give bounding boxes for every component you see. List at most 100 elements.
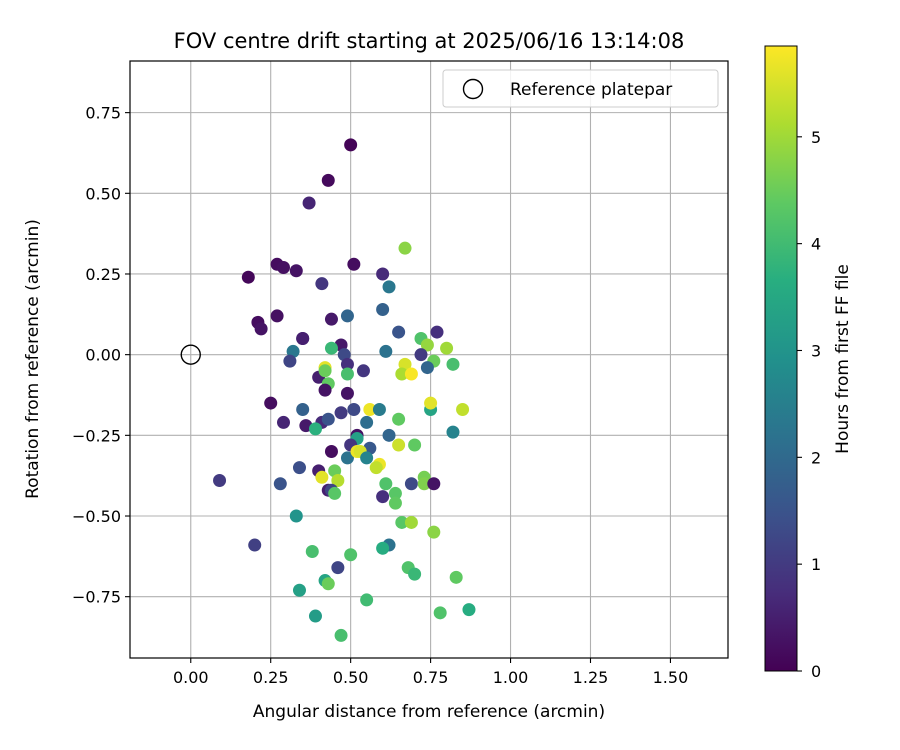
- x-tick-label: 1.00: [493, 668, 529, 687]
- colorbar-label: Hours from first FF file: [833, 264, 853, 454]
- data-point: [379, 477, 393, 491]
- data-point: [308, 609, 322, 623]
- data-point: [404, 515, 418, 529]
- data-point: [433, 606, 447, 620]
- data-point: [376, 490, 390, 504]
- y-tick-label: 0.00: [85, 346, 121, 365]
- data-points: [213, 138, 476, 642]
- data-point: [331, 474, 345, 488]
- data-point: [340, 309, 354, 323]
- data-point: [328, 486, 342, 500]
- data-point: [334, 628, 348, 642]
- x-tick-label: 0.25: [253, 668, 289, 687]
- data-point: [427, 477, 441, 491]
- data-point: [395, 515, 409, 529]
- colorbar-tick-label: 3: [811, 341, 821, 360]
- data-point: [321, 412, 335, 426]
- data-point: [376, 302, 390, 316]
- legend-box: [442, 69, 719, 108]
- data-point: [241, 270, 255, 284]
- plot-frame: [129, 60, 729, 659]
- data-point: [360, 451, 374, 465]
- colorbar-tick-label: 4: [811, 235, 821, 254]
- data-point: [331, 561, 345, 575]
- data-point: [408, 567, 422, 581]
- grid: [130, 61, 728, 658]
- data-point: [376, 267, 390, 281]
- data-point: [398, 241, 412, 255]
- data-point: [456, 403, 470, 417]
- data-point: [213, 474, 227, 488]
- data-point: [321, 577, 335, 591]
- data-point: [334, 406, 348, 420]
- y-tick-label: −0.50: [72, 507, 121, 526]
- reference-marker: [180, 344, 201, 365]
- x-axis: 0.00 0.25 0.50 0.75 1.00 1.25 1.50: [173, 658, 688, 687]
- data-point: [395, 367, 409, 381]
- data-point: [446, 357, 460, 371]
- data-point: [360, 593, 374, 607]
- legend: Reference platepar: [442, 69, 719, 108]
- data-point: [254, 322, 268, 336]
- data-point: [273, 477, 287, 491]
- data-point: [404, 477, 418, 491]
- y-tick-label: −0.75: [72, 588, 121, 607]
- data-point: [305, 545, 319, 559]
- data-point: [408, 438, 422, 452]
- data-point: [340, 386, 354, 400]
- x-tick-label: 0.50: [333, 668, 369, 687]
- data-point: [382, 280, 396, 294]
- y-axis-label: Rotation from reference (arcmin): [23, 219, 43, 499]
- colorbar-tick-label: 2: [811, 448, 821, 467]
- data-point: [347, 403, 361, 417]
- x-axis-label: Angular distance from reference (arcmin): [253, 702, 605, 722]
- data-point: [360, 415, 374, 429]
- data-point: [270, 309, 284, 323]
- y-tick-label: 0.50: [85, 184, 121, 203]
- legend-entry: Reference platepar: [510, 80, 672, 100]
- data-point: [315, 470, 329, 484]
- data-point: [420, 361, 434, 375]
- colorbar-tick-label: 1: [811, 555, 821, 574]
- reference-point: [180, 344, 201, 365]
- data-point: [321, 173, 335, 187]
- data-point: [344, 548, 358, 562]
- data-point: [318, 364, 332, 378]
- data-point: [404, 367, 418, 381]
- data-point: [248, 538, 262, 552]
- data-point: [340, 367, 354, 381]
- data-point: [292, 461, 306, 475]
- colorbar: 0 1 2 3 4 5 Hours from first FF file: [764, 45, 853, 681]
- data-point: [296, 403, 310, 417]
- data-point: [392, 438, 406, 452]
- data-point: [347, 257, 361, 271]
- data-point: [372, 403, 386, 417]
- colorbar-gradient: [764, 45, 798, 672]
- data-point: [440, 341, 454, 355]
- data-point: [340, 357, 354, 371]
- colorbar-ticks: 0 1 2 3 4 5: [797, 128, 821, 681]
- data-point: [379, 344, 393, 358]
- data-point: [356, 364, 370, 378]
- data-point: [392, 412, 406, 426]
- data-point: [344, 138, 358, 152]
- data-point: [340, 451, 354, 465]
- y-axis: −0.75 −0.50 −0.25 0.00 0.25 0.50 0.75: [72, 104, 130, 607]
- chart-title: FOV centre drift starting at 2025/06/16 …: [174, 29, 685, 53]
- data-point: [446, 425, 460, 439]
- y-tick-label: −0.25: [72, 426, 121, 445]
- legend-marker-icon: [462, 78, 484, 100]
- data-point: [308, 422, 322, 436]
- data-point: [449, 570, 463, 584]
- x-tick-label: 0.75: [413, 668, 449, 687]
- colorbar-tick-label: 5: [811, 128, 821, 147]
- data-point: [276, 261, 290, 275]
- y-tick-label: 0.25: [85, 265, 121, 284]
- x-tick-label: 1.25: [573, 668, 609, 687]
- data-point: [324, 444, 338, 458]
- x-tick-label: 1.50: [653, 668, 689, 687]
- data-point: [302, 196, 316, 210]
- data-point: [324, 341, 338, 355]
- data-point: [430, 325, 444, 339]
